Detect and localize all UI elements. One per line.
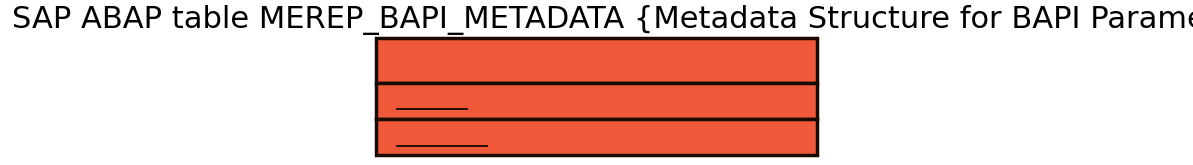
Text: FIELDNAME: FIELDNAME (397, 128, 487, 146)
Text: SAP ABAP table MEREP_BAPI_METADATA {Metadata Structure for BAPI Parameter}: SAP ABAP table MEREP_BAPI_METADATA {Meta… (12, 5, 1193, 35)
Text: [CHAR (3)]: [CHAR (3)] (474, 92, 583, 110)
Text: CFMTYPE: CFMTYPE (397, 92, 468, 110)
Text: MEREP_BAPI_METADATA: MEREP_BAPI_METADATA (493, 51, 700, 69)
Text: [CHAR (30)]: [CHAR (30)] (493, 128, 613, 146)
